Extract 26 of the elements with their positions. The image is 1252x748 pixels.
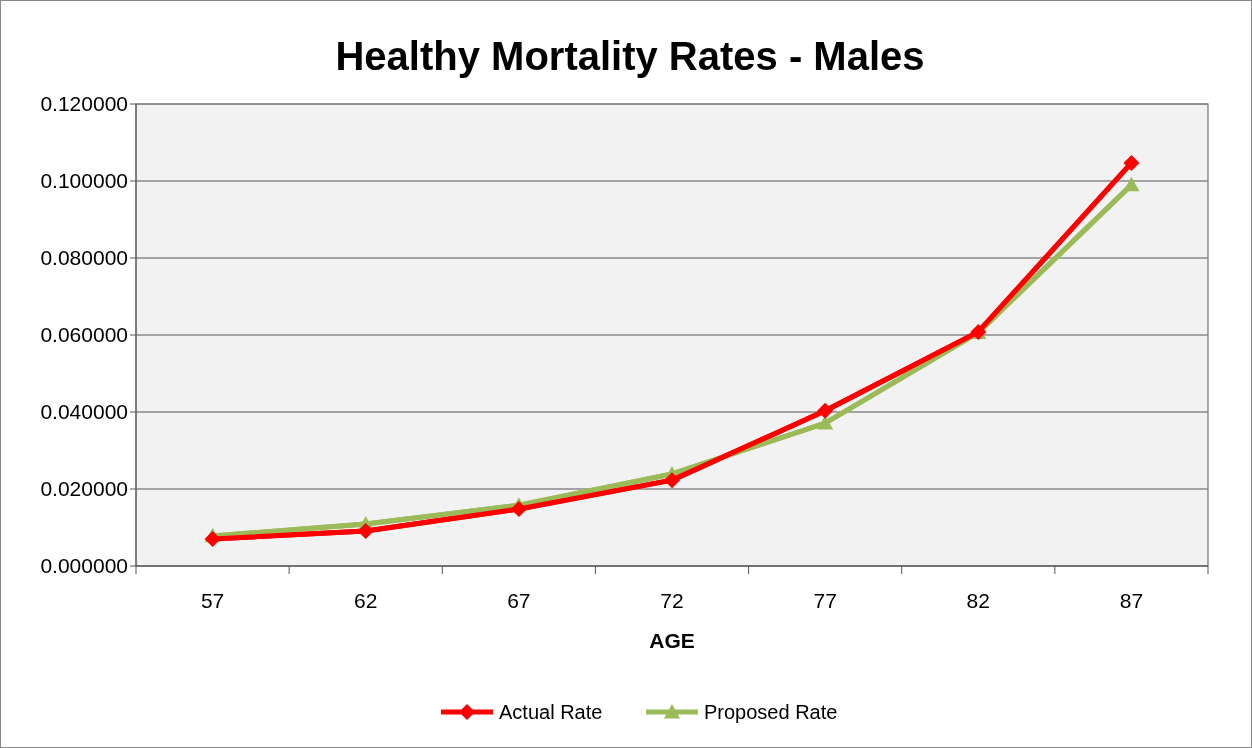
point <box>664 472 680 489</box>
y-tick-label: 0.120000 <box>40 92 128 116</box>
x-tick-label: 67 <box>507 589 531 612</box>
point <box>817 402 834 419</box>
y-tick-label: 0.040000 <box>40 400 128 424</box>
y-tick-label: 0.020000 <box>40 477 128 501</box>
y-tick-label: 0.060000 <box>40 323 128 347</box>
x-tick-label: 77 <box>813 589 837 612</box>
point <box>510 501 527 518</box>
x-axis-title: AGE <box>649 629 695 652</box>
x-tick-label: 62 <box>354 589 378 612</box>
point <box>1123 176 1140 192</box>
y-tick-label: 0.100000 <box>40 169 128 193</box>
x-tick-label: 57 <box>200 589 225 612</box>
x-tick-label: 72 <box>660 589 684 612</box>
y-tick-label: 0.000000 <box>40 554 128 578</box>
point <box>204 531 221 548</box>
y-tick-label: 0.080000 <box>40 246 128 270</box>
point <box>817 415 834 430</box>
point <box>357 522 374 539</box>
chart-title: Healthy Mortality Rates - Males <box>335 34 925 78</box>
x-tick-label: 87 <box>1119 589 1144 612</box>
legend-label: Proposed Rate <box>704 701 838 723</box>
legend-label: Actual Rate <box>499 701 603 723</box>
point <box>1123 154 1140 171</box>
x-tick-label: 82 <box>966 589 990 612</box>
